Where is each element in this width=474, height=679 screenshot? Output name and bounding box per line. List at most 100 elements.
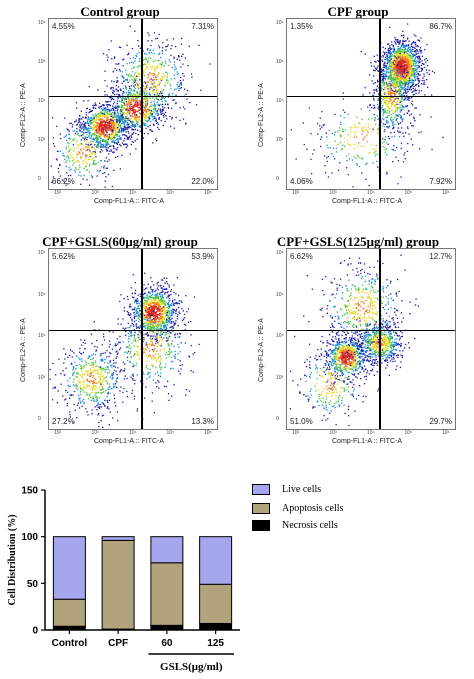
bar-segment xyxy=(53,599,85,626)
flow-panel-gsls125: CPF+GSLS(125μg/ml) group 6.62%12.7%51.0%… xyxy=(248,238,468,463)
bar-segment xyxy=(53,626,85,630)
x-tick-label: 10⁶ xyxy=(204,190,212,196)
bar-segment xyxy=(102,537,134,541)
x-tick-label: 10⁶ xyxy=(442,430,450,436)
y-tick-label: 10⁴ xyxy=(276,333,284,339)
y-tick-label: 10⁵ xyxy=(276,59,284,65)
x-tick-label: 10⁶ xyxy=(204,430,212,436)
quadrant-ul-label: 6.62% xyxy=(290,252,313,261)
bar-segment xyxy=(151,537,183,563)
y-axis-label: Comp-FL2-A :: PE-A xyxy=(258,318,265,382)
scatter-plot: 5.62%53.9%27.2%13.3% xyxy=(48,248,218,430)
y-tick-label: 0 xyxy=(276,176,279,182)
x-tick-label: 10⁵ xyxy=(167,430,175,436)
y-axis-label: Cell Distribution (%) xyxy=(7,514,18,605)
legend-necrosis: Necrosis cells xyxy=(252,520,338,531)
y-tick-label: 10⁶ xyxy=(38,250,46,256)
flow-panel-gsls60: CPF+GSLS(60μg/ml) group 5.62%53.9%27.2%1… xyxy=(10,238,230,463)
scatter-dots xyxy=(287,19,455,189)
bar-segment xyxy=(200,537,232,585)
y-tick-label: 10⁶ xyxy=(38,20,46,26)
y-tick-label: 10⁴ xyxy=(38,333,46,339)
x-tick-label: 125 xyxy=(207,638,224,649)
y-tick-label: 10³ xyxy=(276,137,283,143)
x-tick-label: Control xyxy=(52,638,88,649)
gate-vertical xyxy=(379,19,380,189)
bar-segment xyxy=(151,563,183,626)
scatter-dots xyxy=(287,249,455,429)
x-tick-label: 10³ xyxy=(330,190,337,196)
x-tick-label: 10⁴ xyxy=(367,190,375,196)
bar-segment xyxy=(151,625,183,630)
y-tick-label: 10⁶ xyxy=(276,20,284,26)
scatter-plot: 4.55%7.31%66.2%22.0% xyxy=(48,18,218,190)
x-tick-label: 10⁵ xyxy=(405,190,413,196)
gate-vertical xyxy=(141,249,142,429)
group-label: GSLS(μg/ml) xyxy=(160,661,223,673)
scatter-plot: 1.35%86.7%4.06%7.92% xyxy=(286,18,456,190)
y-tick-label: 10³ xyxy=(38,137,45,143)
quadrant-ur-label: 86.7% xyxy=(429,22,452,31)
x-tick-label: 10² xyxy=(54,190,61,196)
quadrant-ll-label: 27.2% xyxy=(52,417,75,426)
legend-swatch-necrosis xyxy=(252,520,270,531)
y-tick-label: 100 xyxy=(21,532,38,543)
y-tick-label: 10⁵ xyxy=(38,292,46,298)
legend-swatch-live xyxy=(252,484,270,495)
scatter-dots xyxy=(49,19,217,189)
x-tick-label: 10² xyxy=(54,430,61,436)
y-tick-label: 10⁵ xyxy=(38,59,46,65)
x-tick-label: 10² xyxy=(292,190,299,196)
x-tick-label: 60 xyxy=(161,638,173,649)
quadrant-lr-label: 13.3% xyxy=(191,417,214,426)
gate-horizontal xyxy=(287,330,455,331)
y-tick-label: 10³ xyxy=(276,375,283,381)
y-tick-label: 0 xyxy=(276,416,279,422)
x-tick-label: 10⁵ xyxy=(405,430,413,436)
quadrant-lr-label: 7.92% xyxy=(429,177,452,186)
quadrant-ll-label: 66.2% xyxy=(52,177,75,186)
y-tick-label: 10⁶ xyxy=(276,250,284,256)
x-tick-label: CPF xyxy=(108,638,128,649)
scatter-dots xyxy=(49,249,217,429)
y-tick-label: 10⁵ xyxy=(276,292,284,298)
x-axis-label: Comp-FL1-A :: FITC-A xyxy=(332,438,402,445)
x-tick-label: 10² xyxy=(292,430,299,436)
legend-swatch-apoptosis xyxy=(252,503,270,514)
quadrant-ul-label: 1.35% xyxy=(290,22,313,31)
y-tick-label: 0 xyxy=(38,176,41,182)
y-tick-label: 10⁴ xyxy=(276,98,284,104)
gate-vertical xyxy=(379,249,380,429)
legend-label-apoptosis: Apoptosis cells xyxy=(282,503,343,514)
x-tick-label: 10⁶ xyxy=(442,190,450,196)
x-tick-label: 10⁴ xyxy=(129,190,137,196)
gate-vertical xyxy=(141,19,142,189)
y-tick-label: 0 xyxy=(38,416,41,422)
gate-horizontal xyxy=(49,330,217,331)
y-tick-label: 0 xyxy=(32,626,38,637)
y-axis-label: Comp-FL2-A :: PE-A xyxy=(20,83,27,147)
gate-horizontal xyxy=(287,96,455,97)
bar-segment xyxy=(200,584,232,623)
bar-segment xyxy=(200,623,232,630)
quadrant-lr-label: 29.7% xyxy=(429,417,452,426)
legend-label-necrosis: Necrosis cells xyxy=(282,520,338,531)
bar-segment xyxy=(53,537,85,600)
quadrant-ur-label: 7.31% xyxy=(191,22,214,31)
quadrant-ll-label: 51.0% xyxy=(290,417,313,426)
gate-horizontal xyxy=(49,96,217,97)
x-tick-label: 10⁴ xyxy=(129,430,137,436)
scatter-plot: 6.62% 12.7% 51.0% 29.7% xyxy=(286,248,456,430)
x-axis-label: Comp-FL1-A :: FITC-A xyxy=(94,198,164,205)
x-tick-label: 10³ xyxy=(330,430,337,436)
legend-live: Live cells xyxy=(252,484,321,495)
x-axis-label: Comp-FL1-A :: FITC-A xyxy=(94,438,164,445)
y-axis-label: Comp-FL2-A :: PE-A xyxy=(258,83,265,147)
y-tick-label: 10³ xyxy=(38,375,45,381)
y-tick-label: 150 xyxy=(21,486,38,497)
quadrant-ur-label: 12.7% xyxy=(429,252,452,261)
